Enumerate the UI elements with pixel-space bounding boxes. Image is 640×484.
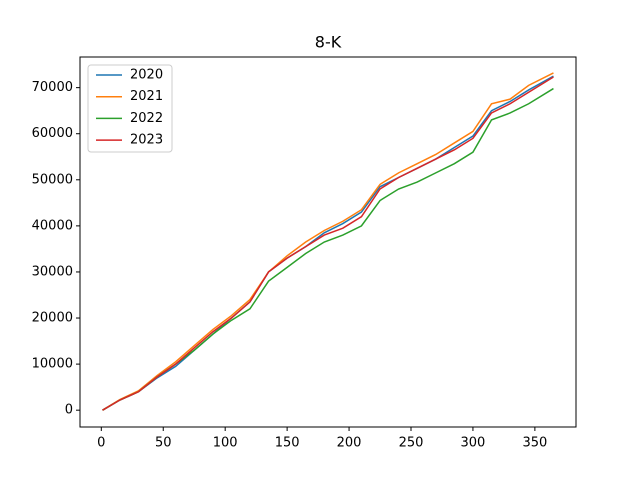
y-tick-label: 20000 (32, 311, 73, 326)
series-line (102, 76, 554, 411)
series-line (102, 72, 554, 411)
x-tick-label: 50 (155, 436, 172, 451)
legend-box (87, 64, 173, 153)
y-tick-label: 50000 (32, 172, 73, 187)
legend-label: 2020 (130, 68, 163, 83)
legend-label: 2022 (130, 111, 163, 126)
y-tick-label: 0 (65, 403, 73, 418)
x-tick-label: 250 (399, 436, 424, 451)
series-line (102, 75, 554, 411)
x-tick-label: 150 (275, 436, 300, 451)
y-tick-label: 40000 (32, 218, 73, 233)
legend-label: 2021 (130, 89, 163, 104)
y-tick-label: 30000 (32, 264, 73, 279)
x-tick-label: 350 (522, 436, 547, 451)
y-tick-label: 60000 (32, 126, 73, 141)
x-tick-label: 300 (461, 436, 486, 451)
chart-title: 8-K (315, 33, 342, 52)
axes-frame (79, 56, 577, 428)
y-tick-label: 10000 (32, 357, 73, 372)
x-tick-label: 100 (213, 436, 238, 451)
y-tick-label: 70000 (32, 80, 73, 95)
x-tick-label: 200 (337, 436, 362, 451)
x-tick-label: 0 (97, 436, 105, 451)
legend-label: 2023 (130, 133, 163, 148)
